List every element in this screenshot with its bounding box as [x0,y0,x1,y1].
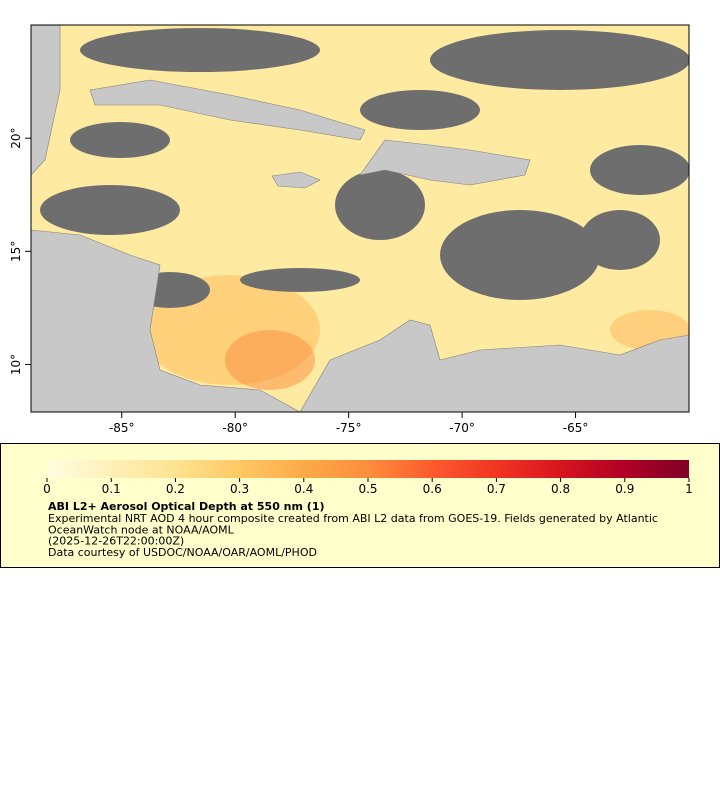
colorbar-tick-label: 0.1 [102,482,121,496]
legend-title: ABI L2+ Aerosol Optical Depth at 550 nm … [48,500,325,513]
caption-line: Experimental NRT AOD 4 hour composite cr… [48,512,658,525]
colorbar-tick-label: 0.8 [551,482,570,496]
map-frame [30,24,690,413]
colorbar-tick-label: 0.9 [615,482,634,496]
colorbar-tick-label: 0.4 [294,482,313,496]
y-tick-label: 10° [9,354,23,375]
caption-line: OceanWatch node at NOAA/AOML [48,523,235,536]
colorbar-tick-label: 0.2 [166,482,185,496]
colorbar-tick-label: 0.6 [423,482,442,496]
caption-line: (2025-12-26T22:00:00Z) [48,535,184,548]
y-tick-label: 15° [9,241,23,262]
x-tick-label: -80° [222,421,248,435]
x-tick-label: -85° [109,421,135,435]
colorbar-tick-label: 0.3 [230,482,249,496]
colorbar-tick-label: 1 [685,482,693,496]
x-tick-label: -65° [563,421,589,435]
x-tick-label: -70° [449,421,475,435]
caption-line: Data courtesy of USDOC/NOAA/OAR/AOML/PHO… [48,546,317,559]
colorbar-tick-label: 0.5 [358,482,377,496]
colorbar [47,460,689,478]
x-tick-label: -75° [336,421,362,435]
y-tick-label: 20° [9,128,23,149]
colorbar-tick-label: 0 [43,482,51,496]
colorbar-tick-label: 0.7 [487,482,506,496]
map-image [31,25,689,412]
